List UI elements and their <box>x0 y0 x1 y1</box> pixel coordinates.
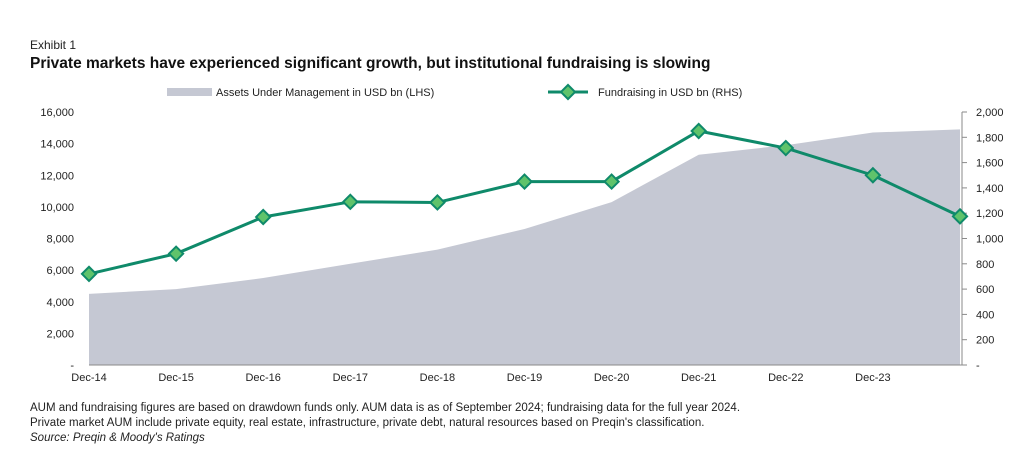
x-axis-tick-label: Dec-17 <box>333 372 368 384</box>
right-axis-tick-label: 200 <box>976 335 994 347</box>
right-axis-tick-label: - <box>976 360 980 372</box>
left-axis-tick-label: 2,000 <box>46 328 74 340</box>
exhibit-label: Exhibit 1 <box>30 38 77 52</box>
fundraising-marker <box>341 193 359 211</box>
x-axis-tick-label: Dec-18 <box>420 372 455 384</box>
x-axis-tick-label: Dec-15 <box>158 372 193 384</box>
fundraising-marker <box>516 173 533 191</box>
x-axis-tick-label: Dec-21 <box>681 372 716 384</box>
fundraising-marker <box>864 166 882 184</box>
right-axis-tick-label: 1,400 <box>976 183 1004 195</box>
left-axis-tick-label: 12,000 <box>40 170 74 182</box>
legend-marker-fundraising <box>559 83 577 101</box>
x-axis-tick-label: Dec-20 <box>594 372 629 384</box>
left-axis-tick-label: 4,000 <box>46 297 74 309</box>
x-axis-tick-label: Dec-19 <box>507 372 542 384</box>
fundraising-marker <box>777 139 795 157</box>
footnote-2: Private market AUM include private equit… <box>30 417 705 429</box>
fundraising-marker <box>690 122 708 140</box>
right-axis-tick-label: 600 <box>976 284 994 296</box>
legend-swatch-aum <box>167 88 212 96</box>
x-axis-tick-label: Dec-14 <box>71 372 106 384</box>
legend-label-aum: Assets Under Management in USD bn (LHS) <box>216 87 434 99</box>
left-axis-tick-label: 14,000 <box>40 139 74 151</box>
right-axis-tick-label: 1,800 <box>976 132 1004 144</box>
legend-label-fundraising: Fundraising in USD bn (RHS) <box>598 87 742 99</box>
footnote-1: AUM and fundraising figures are based on… <box>30 402 741 414</box>
fundraising-marker <box>603 173 621 191</box>
right-axis-tick-label: 1,000 <box>976 234 1004 246</box>
fundraising-marker <box>254 208 272 226</box>
fundraising-marker <box>951 207 969 225</box>
right-axis-tick-label: 2,000 <box>976 107 1004 119</box>
left-axis-tick-label: - <box>70 360 74 372</box>
x-axis-tick-label: Dec-16 <box>245 372 280 384</box>
plot-area: - 2,000 4,000 6,000 8,000 10,000 12,000 14,000 1… <box>40 107 1003 384</box>
x-axis-tick-label: Dec-23 <box>855 372 890 384</box>
footnotes: AUM and fundraising figures are based on… <box>30 401 740 446</box>
legend: Assets Under Management in USD bn (LHS) … <box>167 83 742 101</box>
chart-title: Private markets have experienced signifi… <box>30 55 711 72</box>
left-axis-tick-label: 16,000 <box>40 107 74 119</box>
fundraising-marker <box>167 245 185 263</box>
right-axis-tick-label: 800 <box>976 259 994 271</box>
left-axis-tick-label: 6,000 <box>46 265 74 277</box>
right-axis-tick-label: 1,600 <box>976 158 1004 170</box>
right-axis-tick-label: 400 <box>976 309 994 321</box>
aum-area <box>89 129 960 365</box>
right-axis-tick-label: 1,200 <box>976 208 1004 220</box>
source-note: Source: Preqin & Moody's Ratings <box>30 432 205 444</box>
left-axis-tick-label: 8,000 <box>46 234 74 246</box>
left-axis-tick-label: 10,000 <box>40 202 74 214</box>
chart: Assets Under Management in USD bn (LHS) … <box>40 83 1004 384</box>
fundraising-marker <box>80 265 98 283</box>
x-axis-tick-label: Dec-22 <box>768 372 803 384</box>
fundraising-marker <box>428 193 446 211</box>
